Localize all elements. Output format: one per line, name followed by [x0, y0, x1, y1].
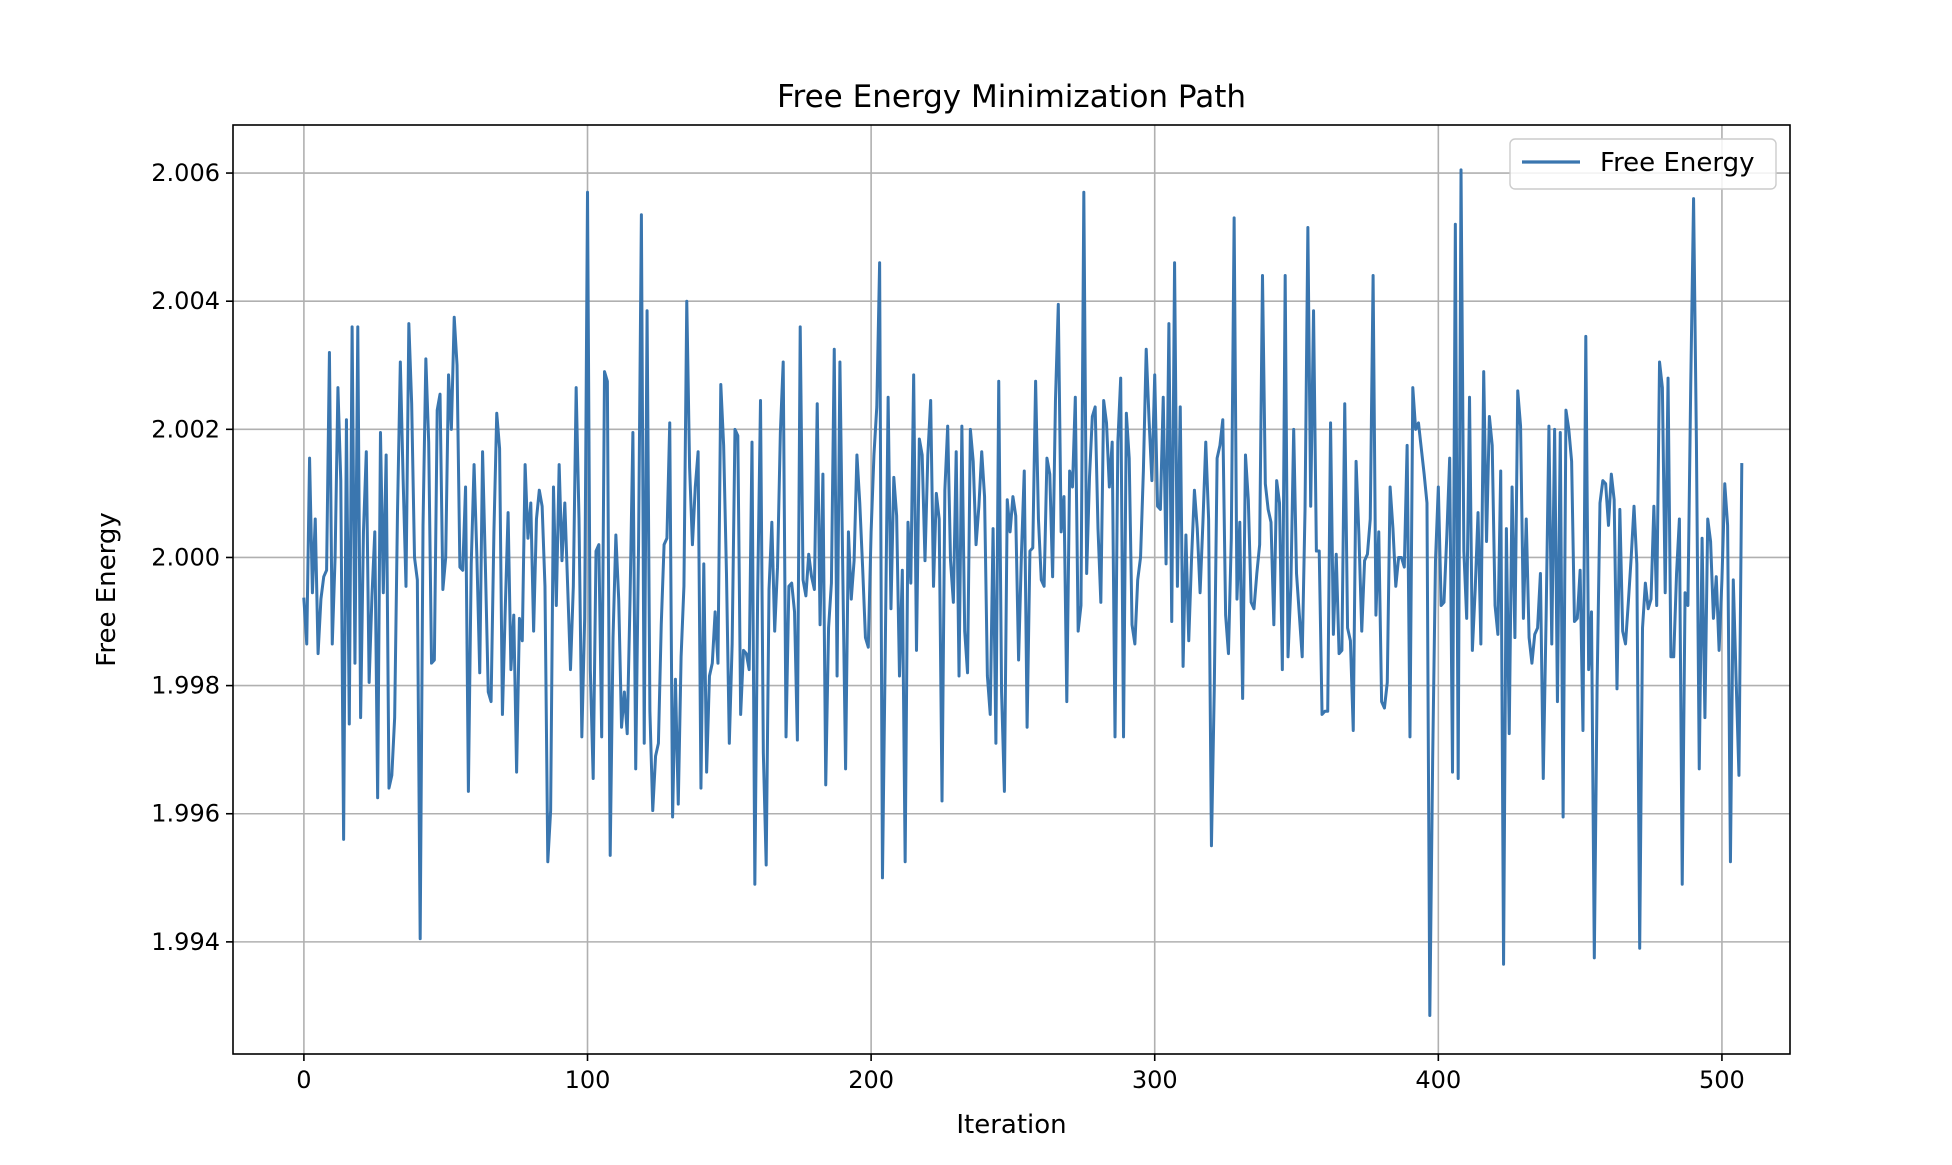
legend-label-free-energy: Free Energy	[1600, 148, 1754, 178]
chart-title: Free Energy Minimization Path	[777, 79, 1246, 115]
y-axis-ticks: 1.994 1.996 1.998 2.000 2.002 2.004 2.006	[151, 159, 233, 956]
series-line-free-energy	[302, 168, 1744, 1018]
y-tick-label: 2.002	[151, 415, 220, 443]
x-tick-label: 0	[296, 1066, 311, 1094]
y-tick-label: 1.994	[151, 928, 220, 956]
y-tick-label: 1.998	[151, 672, 220, 700]
legend: Free Energy	[1509, 138, 1777, 190]
x-tick-label: 200	[848, 1066, 894, 1094]
y-axis-label: Free Energy	[92, 512, 122, 666]
y-tick-label: 2.000	[151, 543, 220, 571]
series-layer	[302, 168, 1744, 1018]
x-tick-label: 300	[1132, 1066, 1178, 1094]
legend-box	[1509, 138, 1777, 190]
y-tick-label: 1.996	[151, 800, 220, 828]
x-axis-label: Iteration	[956, 1110, 1066, 1140]
x-tick-label: 100	[565, 1066, 611, 1094]
y-tick-label: 2.006	[151, 159, 220, 187]
x-tick-label: 400	[1415, 1066, 1461, 1094]
y-tick-label: 2.004	[151, 287, 220, 315]
x-axis-ticks: 0 100 200 300 400 500	[296, 1054, 1745, 1094]
x-tick-label: 500	[1699, 1066, 1745, 1094]
plot-area-frame	[232, 124, 1791, 1055]
